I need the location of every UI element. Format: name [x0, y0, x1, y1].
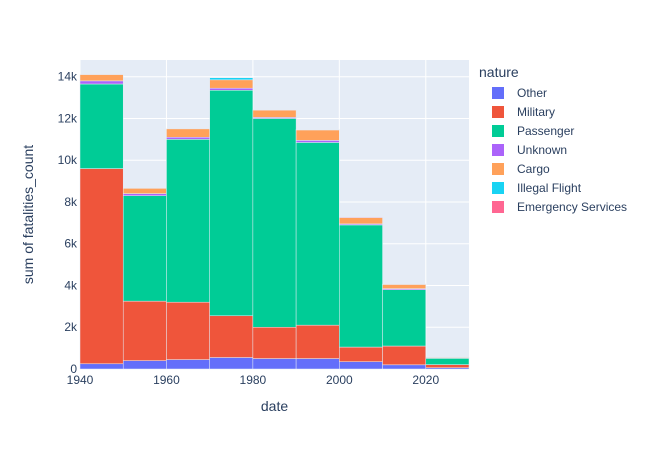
y-tick-label: 6k [64, 237, 78, 251]
bar-cargo [209, 79, 254, 89]
legend-item-label[interactable]: Military [517, 105, 555, 119]
bar-military [252, 326, 297, 359]
bar-cargo [425, 357, 470, 359]
bar-passenger [339, 224, 383, 348]
y-tick-label: 12k [58, 111, 78, 125]
legend-item-label[interactable]: Other [517, 86, 547, 100]
bar-emergency-services [339, 216, 383, 218]
bar-passenger [166, 139, 210, 303]
legend-item-label[interactable]: Emergency Services [517, 200, 627, 214]
bar-military [166, 301, 210, 360]
legend-swatch[interactable] [492, 106, 504, 118]
bar-other [295, 358, 340, 370]
bar-military [122, 300, 167, 361]
bar-cargo [382, 284, 427, 289]
legend-item-label[interactable]: Unknown [517, 143, 567, 157]
bar-other [209, 357, 254, 370]
bar-cargo [122, 188, 167, 194]
y-tick-label: 8k [64, 195, 78, 209]
bar-passenger [79, 83, 124, 169]
bars [79, 74, 470, 370]
y-tick-label: 14k [58, 70, 78, 84]
y-tick-label: 2k [64, 320, 78, 334]
bar-other [122, 360, 167, 370]
bar-cargo [252, 109, 297, 118]
y-tick-label: 4k [64, 278, 78, 292]
legend-item-label[interactable]: Cargo [517, 162, 550, 176]
bar-military [339, 346, 383, 362]
y-tick-label: 10k [58, 153, 78, 167]
bar-military [79, 168, 124, 365]
bar-unknown [209, 87, 254, 91]
y-axis-title: sum of fatalities_count [20, 145, 36, 284]
x-axis-ticks: 1940 1960 1980 2000 2020 [67, 373, 440, 387]
bar-unknown [166, 137, 210, 140]
bar-passenger [295, 142, 340, 326]
legend-swatch[interactable] [492, 201, 504, 213]
legend-item-label[interactable]: Passenger [517, 124, 574, 138]
legend-swatch[interactable] [492, 125, 504, 137]
y-tick-label: 0 [70, 362, 77, 376]
legend-swatch[interactable] [492, 163, 504, 175]
bar-unknown [122, 193, 167, 196]
legend-swatch[interactable] [492, 87, 504, 99]
bar-cargo [166, 128, 210, 138]
bar-cargo [79, 74, 124, 82]
legend-swatch[interactable] [492, 144, 504, 156]
x-axis-title: date [261, 398, 288, 414]
legend-swatch[interactable] [492, 182, 504, 194]
bar-passenger [122, 195, 167, 302]
legend-item-label[interactable]: Illegal Flight [517, 181, 582, 195]
bar-military [209, 315, 254, 358]
bar-other [252, 358, 297, 370]
bar-cargo [339, 217, 383, 225]
bar-other [339, 361, 383, 370]
bar-other [79, 363, 124, 370]
bar-military [382, 345, 427, 366]
bar-unknown [79, 80, 124, 85]
bar-passenger [425, 358, 470, 365]
x-tick-label: 2000 [326, 373, 353, 387]
bar-military [295, 324, 340, 359]
legend: Other Military Passenger Unknown Cargo Illega… [492, 86, 627, 214]
bar-cargo [295, 129, 340, 141]
x-tick-label: 1940 [67, 373, 94, 387]
bar-passenger [209, 90, 254, 317]
bar-other [166, 359, 210, 370]
x-tick-label: 1980 [240, 373, 267, 387]
bar-other [382, 364, 427, 370]
bar-passenger [252, 118, 297, 328]
y-axis-ticks: 0 2k 4k 6k 8k 10k 12k 14k [58, 70, 78, 376]
x-tick-label: 2020 [412, 373, 439, 387]
legend-title: nature [479, 64, 519, 80]
bar-illegal-flight [209, 77, 254, 81]
x-tick-label: 1960 [153, 373, 180, 387]
bar-military [425, 364, 470, 368]
bar-passenger [382, 289, 427, 347]
bar-unknown [295, 140, 340, 143]
